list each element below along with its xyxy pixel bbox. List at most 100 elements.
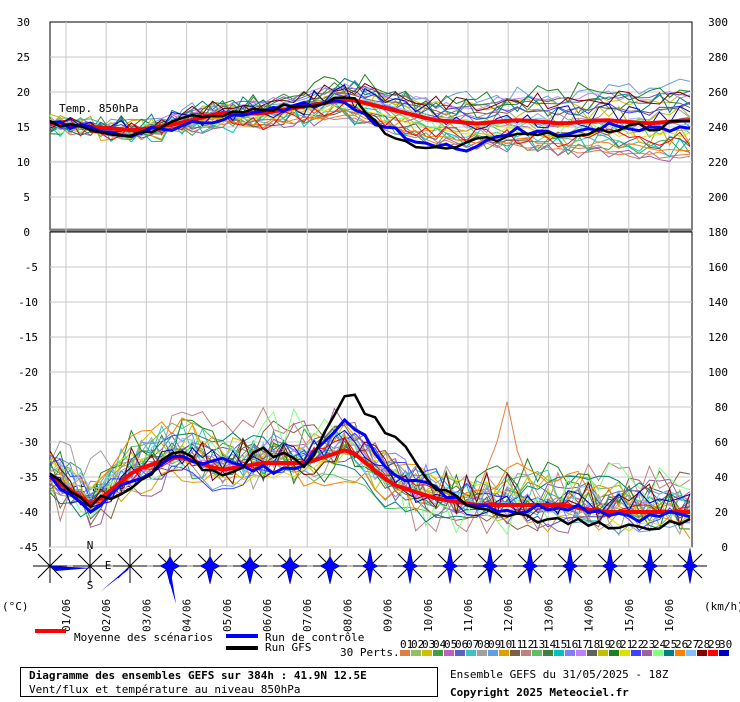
legend-pert-swatch (642, 650, 652, 656)
wind-rose-spoke (37, 553, 51, 567)
legend-mean-label: Moyenne des scénarios (74, 631, 213, 644)
legend-pert-number: 25 (664, 638, 677, 651)
temp-axis-tick-right: 280 (708, 51, 728, 64)
temp-axis-tick-right: 240 (708, 121, 728, 134)
legend-pert-swatch (499, 650, 509, 656)
legend-pert-swatch (400, 650, 410, 656)
wind-perturbation-line (49, 419, 691, 530)
legend-pert-number: 18 (587, 638, 600, 651)
date-label: 11/06 (462, 599, 475, 632)
wind-rose (673, 548, 707, 584)
footer-subtitle: Vent/flux et température au niveau 850hP… (29, 683, 301, 696)
legend-pert-number: 01 (400, 638, 413, 651)
legend-pert-number: 27 (686, 638, 699, 651)
temp-perturbation-line (49, 78, 691, 130)
wind-rose (553, 548, 587, 584)
wind-rose (513, 548, 547, 584)
temp-axis-tick-left: 20 (17, 86, 30, 99)
legend-perts-label: 30 Perts. (340, 646, 400, 659)
temp-axis-tick-right: 260 (708, 86, 728, 99)
legend-pert-swatch (521, 650, 531, 656)
wind-rose (433, 548, 467, 584)
date-label: 04/06 (181, 599, 194, 632)
wind-rose (633, 548, 667, 584)
legend-pert-number: 11 (510, 638, 523, 651)
legend-pert-number: 17 (576, 638, 589, 651)
legend-pert-swatch (565, 650, 575, 656)
legend-pert-number: 09 (488, 638, 501, 651)
wind-axis-tick-right: 140 (708, 296, 728, 309)
legend-pert-swatch (433, 650, 443, 656)
temp-gfs-line (49, 96, 690, 150)
wind-axis-tick-left: -15 (18, 331, 38, 344)
legend-pert-number: 03 (422, 638, 435, 651)
wind-axis-tick-left: -40 (18, 506, 38, 519)
legend-pert-swatch (653, 650, 663, 656)
wind-rose-spoke (49, 553, 63, 567)
wind-rose-petal (319, 555, 341, 585)
wind-axis-tick-left: -30 (18, 436, 38, 449)
wind-rose-petal (239, 555, 261, 585)
legend-pert-swatch (477, 650, 487, 656)
wind-axis-tick-left: -5 (25, 261, 38, 274)
legend-pert-number: 23 (642, 638, 655, 651)
wind-rose-spoke (77, 553, 91, 567)
legend-pert-number: 05 (444, 638, 457, 651)
legend-pert-swatch (543, 650, 553, 656)
wind-rose-petal (441, 548, 459, 584)
wind-rose-spoke (129, 553, 143, 567)
wind-rose (33, 549, 67, 583)
legend-control-label: Run de contrôle (265, 631, 364, 644)
date-label: 15/06 (623, 599, 636, 632)
wind-axis-tick-right: 60 (715, 436, 728, 449)
wind-axis-tick-right: 160 (708, 261, 728, 274)
wind-rose-petal (166, 566, 176, 604)
temp-axis-tick-right: 300 (708, 16, 728, 29)
temp-axis-tick-left: 30 (17, 16, 30, 29)
legend-pert-number: 04 (433, 638, 447, 651)
legend-pert-swatch (631, 650, 641, 656)
wind-rose-spoke (89, 553, 103, 567)
wind-perturbation-line (49, 451, 691, 532)
wind-rose (593, 548, 627, 584)
wind-rose-spoke (89, 565, 103, 579)
unit-right: (km/h) (704, 600, 740, 613)
date-label: 09/06 (382, 599, 395, 632)
wind-rose-petal (199, 555, 221, 585)
legend-pert-swatch (532, 650, 542, 656)
temp-axis-tick-left: 0 (23, 226, 30, 239)
wind-panel-frame (49, 231, 693, 548)
legend-pert-swatch (697, 650, 707, 656)
legend-pert-swatch (455, 650, 465, 656)
temp-axis-tick-left: 25 (17, 51, 30, 64)
wind-perturbation-line (49, 417, 691, 539)
wind-rose-petal (401, 548, 419, 584)
temp-perturbation-line (49, 116, 691, 160)
wind-rose-petal (361, 548, 379, 584)
compass-east: E (105, 559, 112, 572)
legend-pert-swatch (510, 650, 520, 656)
legend-pert-swatch (422, 650, 432, 656)
temp-perturbation-line (49, 82, 691, 131)
temp-perturbation-line (49, 92, 691, 131)
legend-pert-number: 21 (620, 638, 633, 651)
wind-rose (273, 549, 307, 585)
wind-rose (193, 549, 227, 585)
temp-panel-label: Temp. 850hPa (59, 102, 138, 115)
legend-pert-swatch (708, 650, 718, 656)
wind-rose (393, 548, 427, 584)
wind-rose-spoke (117, 553, 131, 567)
unit-left: (°C) (2, 600, 29, 613)
temp-axis-tick-right: 200 (708, 191, 728, 204)
legend-pert-swatch (609, 650, 619, 656)
wind-rose-petal (681, 548, 699, 584)
wind-rose-petal (100, 566, 130, 592)
temp-axis-tick-right: 180 (708, 226, 728, 239)
legend-pert-swatch (675, 650, 685, 656)
date-label: 12/06 (502, 599, 515, 632)
legend-pert-swatch (598, 650, 608, 656)
wind-rose-petal (481, 548, 499, 584)
date-label: 08/06 (341, 599, 354, 632)
legend-pert-number: 13 (532, 638, 545, 651)
footer-right: Ensemble GEFS du 31/05/2025 - 18Z Copyri… (450, 666, 669, 702)
